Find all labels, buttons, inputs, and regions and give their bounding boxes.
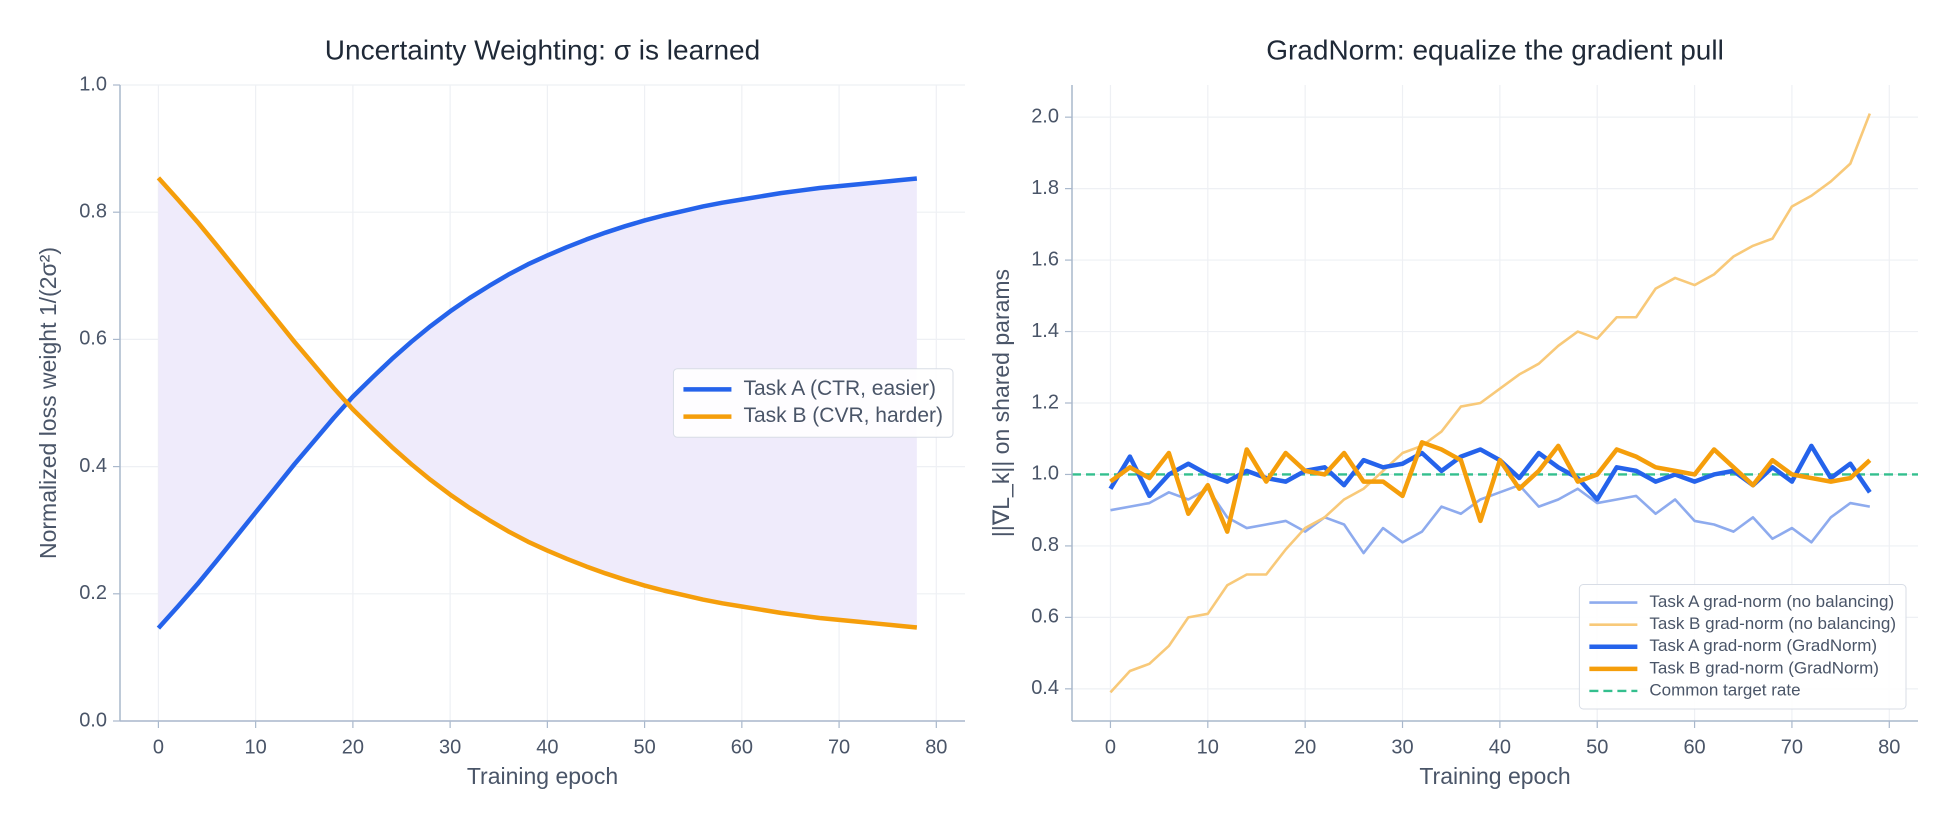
y-axis-label: ||∇L_k|| on shared params [988,269,1014,537]
y-tick-label: 0.2 [79,582,107,604]
y-tick-label: 0.4 [79,455,107,477]
y-tick-label: 0.6 [1031,606,1059,628]
y-tick-label: 1.0 [79,73,107,95]
chart-title: Uncertainty Weighting: σ is learned [325,34,760,65]
y-tick-label: 0.8 [1031,534,1059,556]
legend-label: Task A (CTR, easier) [743,377,936,400]
chart: 0 10 20 30 40 50 60 70 80 0.0 0.2 0.4 0.6 0.8 1.0 Uncer… [35,34,965,789]
chart: 0 10 20 30 40 50 60 70 80 0.4 0.6 0.8 1.0 1.2 1.4 1.6 1.… [988,34,1918,789]
legend-label: Task B grad-norm (GradNorm) [1649,658,1879,677]
x-tick-label: 20 [342,736,364,758]
x-tick-label: 30 [1391,736,1413,758]
y-axis-label: Normalized loss weight 1/(2σ²) [35,247,61,559]
x-tick-label: 0 [153,736,164,758]
chart-title: GradNorm: equalize the gradient pull [1266,34,1724,65]
y-tick-label: 1.6 [1031,248,1059,270]
y-tick-label: 1.0 [1031,463,1059,485]
series-line [156,176,918,630]
x-tick-label: 40 [536,736,558,758]
legend: Task A (CTR, easier) Task B (CVR, harder) [672,368,954,438]
legend-label: Task B (CVR, harder) [743,404,943,427]
legend-label: Task A grad-norm (no balancing) [1649,592,1894,611]
legend-label: Task B grad-norm (no balancing) [1649,614,1896,633]
x-tick-label: 50 [633,736,655,758]
y-tick-label: 0.8 [79,200,107,222]
y-tick-label: 1.4 [1031,320,1059,342]
series-line [1109,440,1872,534]
x-tick-label: 70 [1781,736,1803,758]
legend-label: Task A grad-norm (GradNorm) [1649,636,1877,655]
x-axis-label: Training epoch [1419,763,1570,789]
x-tick-label: 70 [828,736,850,758]
y-tick-label: 1.8 [1031,177,1059,199]
x-tick-label: 0 [1105,736,1116,758]
legend-box [672,368,954,438]
x-tick-label: 20 [1294,736,1316,758]
y-tick-label: 1.2 [1031,391,1059,413]
x-tick-label: 60 [731,736,753,758]
x-tick-label: 10 [245,736,267,758]
y-tick-label: 0.4 [1031,677,1059,699]
x-axis-label: Training epoch [467,763,618,789]
legend-box [1578,583,1907,710]
x-tick-label: 10 [1197,736,1219,758]
fill-between [158,177,917,629]
y-tick-label: 0.0 [79,709,107,731]
series-line [156,176,918,630]
y-tick-label: 2.0 [1031,105,1059,127]
x-tick-label: 80 [1878,736,1900,758]
legend-label: Common target rate [1649,680,1800,699]
legend: Task A grad-norm (no balancing) Task B gr… [1578,583,1907,710]
x-tick-label: 50 [1586,736,1608,758]
x-tick-label: 80 [925,736,947,758]
y-tick-label: 0.6 [79,328,107,350]
x-tick-label: 30 [439,736,461,758]
x-tick-label: 60 [1683,736,1705,758]
x-tick-label: 40 [1489,736,1511,758]
series-line [1109,113,1872,694]
